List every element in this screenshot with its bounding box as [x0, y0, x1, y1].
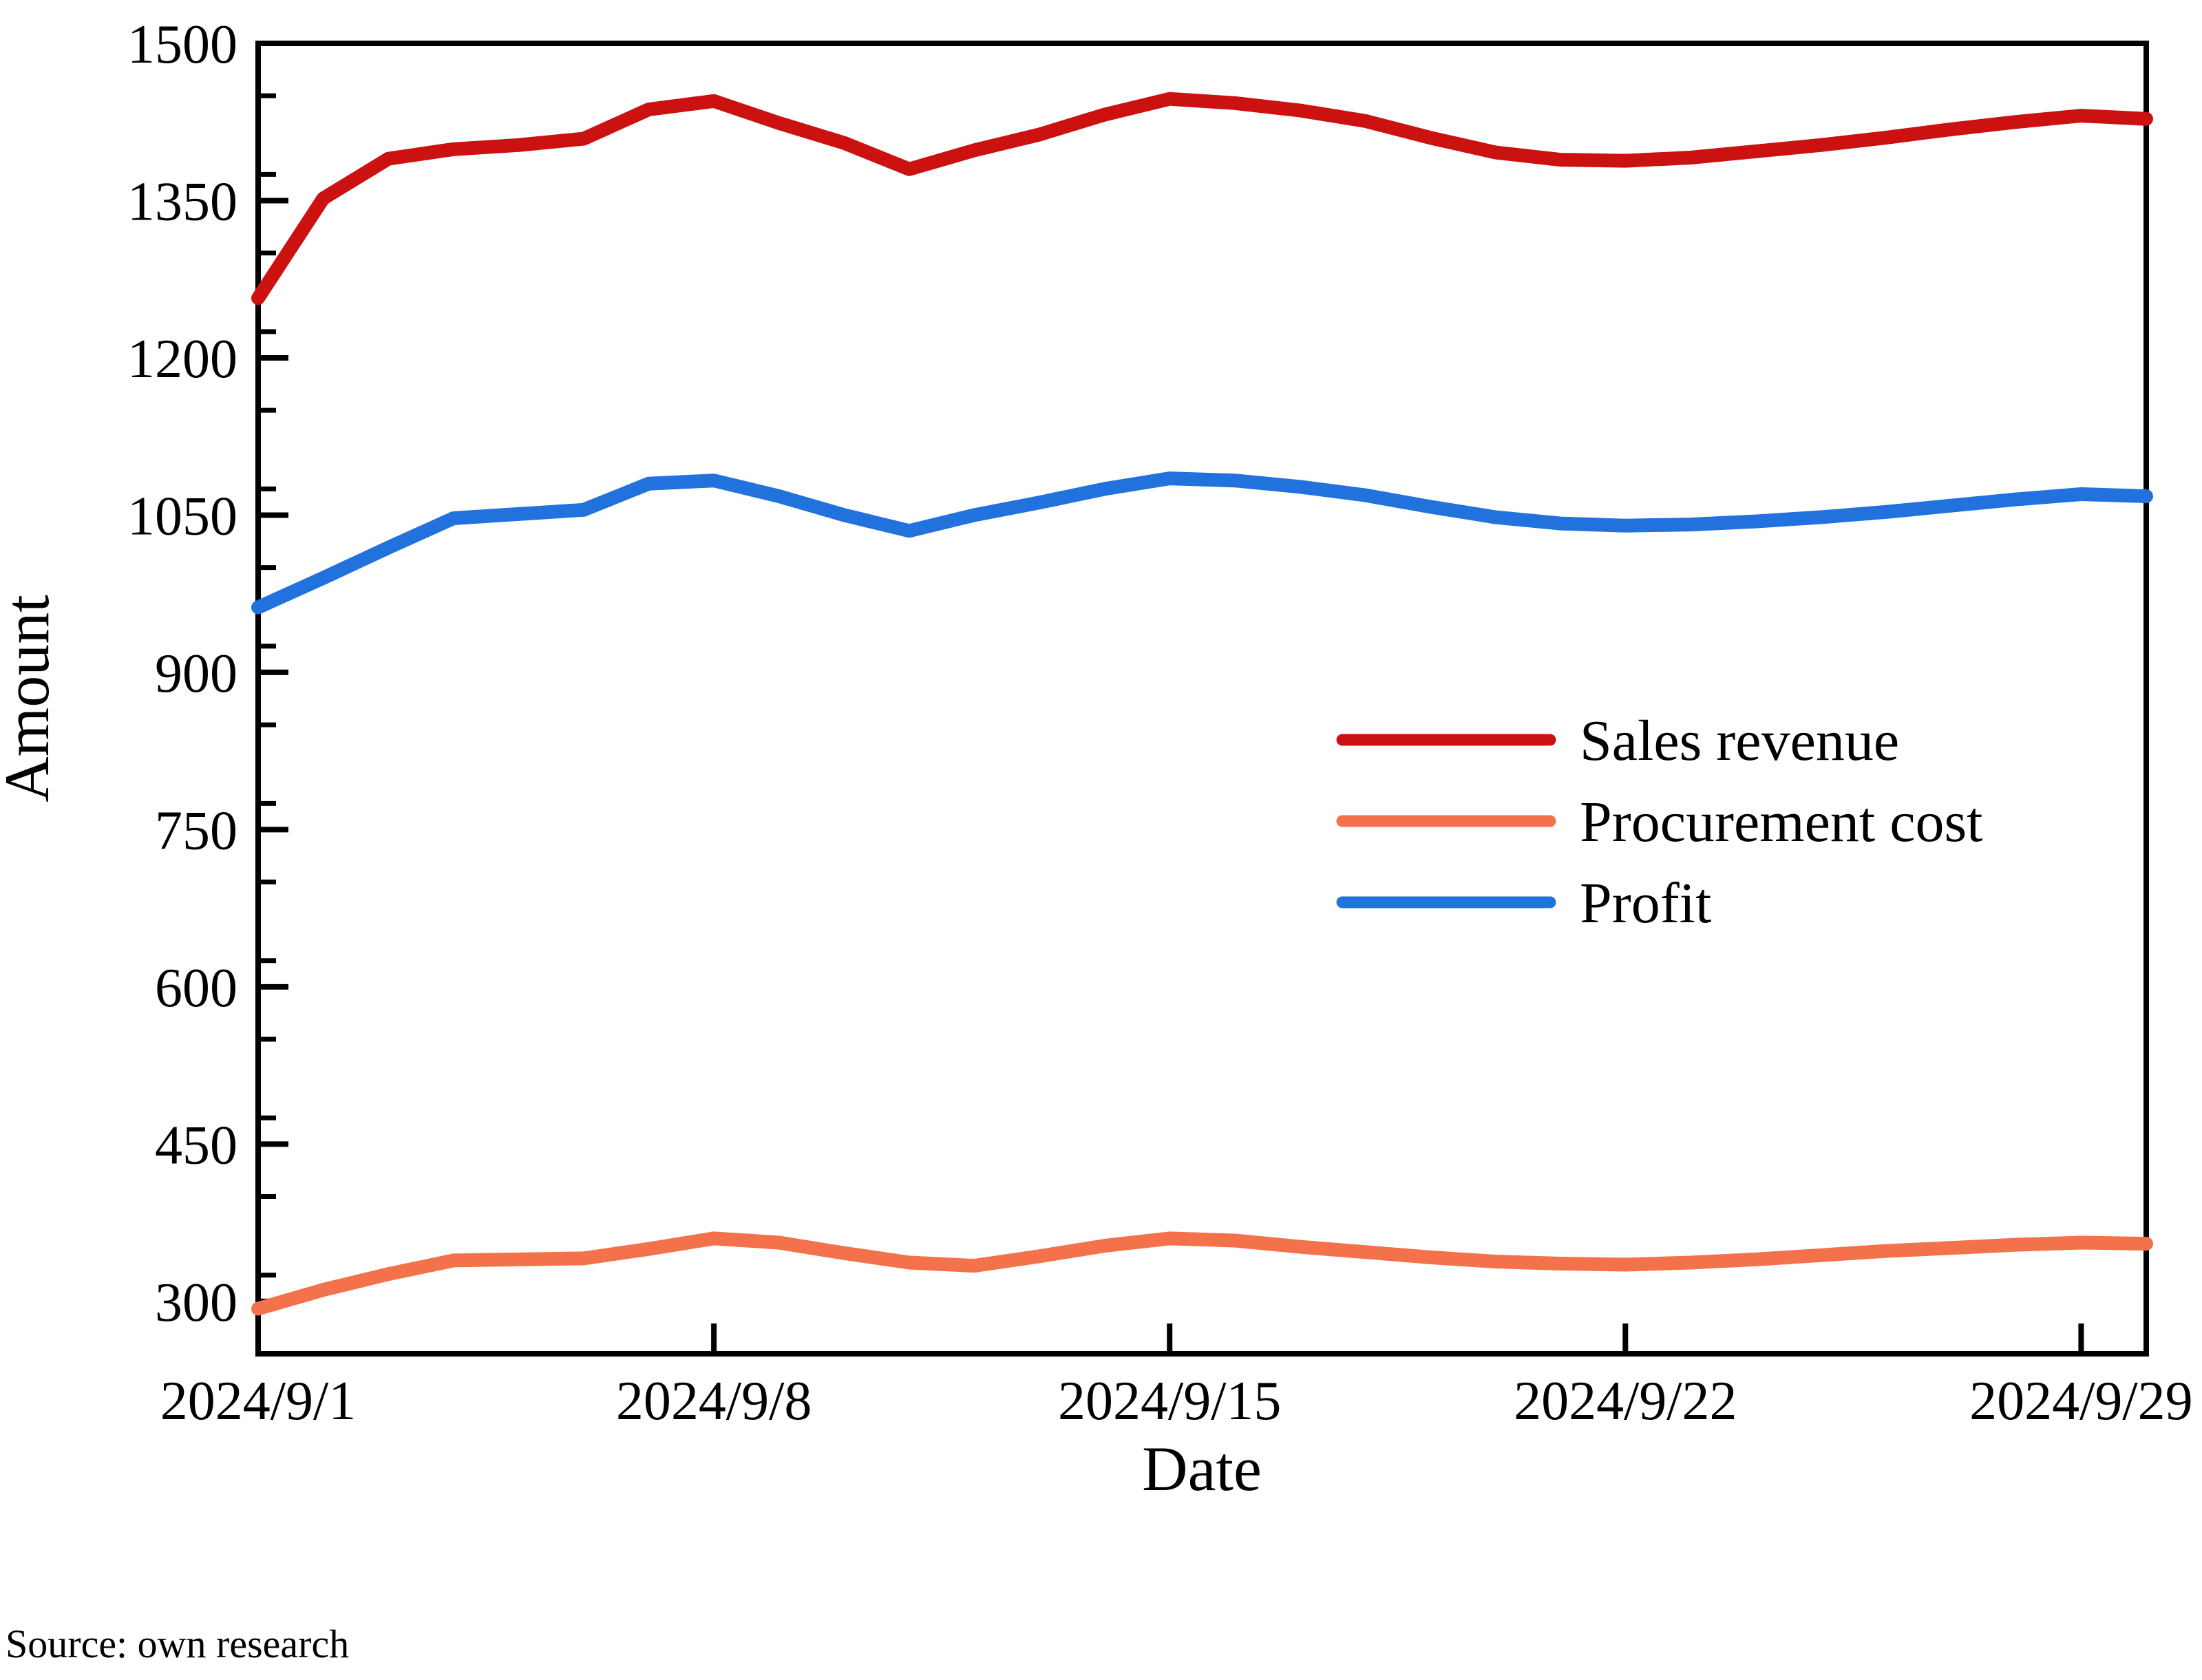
series-line-sales-revenue: [251, 92, 2153, 306]
x-tick-label: 2024/9/1: [160, 1371, 356, 1432]
legend-label: Procurement cost: [1580, 790, 1983, 854]
y-tick-label: 1500: [127, 14, 237, 75]
y-tick-label: 300: [155, 1273, 237, 1333]
y-tick-label: 1200: [127, 329, 237, 390]
series-line-profit: [251, 471, 2153, 615]
y-axis-ticks: 300 450 600 750 900 1050 1200 1350 1500: [127, 14, 288, 1333]
x-axis-title: Date: [1142, 1434, 1262, 1504]
x-tick-label: 2024/9/15: [1058, 1371, 1281, 1432]
x-tick-label: 2024/9/22: [1514, 1371, 1737, 1432]
x-axis-ticks: 2024/9/1 2024/9/8 2024/9/15 2024/9/22 2024/9…: [160, 1323, 2193, 1432]
y-axis-title: Amount: [0, 595, 62, 802]
x-tick-label: 2024/9/8: [616, 1371, 812, 1432]
legend-item-procurement-cost: Procurement cost: [1336, 790, 1983, 854]
legend-label: Sales revenue: [1580, 709, 1899, 773]
y-tick-label: 1350: [127, 171, 237, 232]
legend-label: Profit: [1580, 871, 1711, 935]
legend-item-sales-revenue: Sales revenue: [1336, 709, 1899, 773]
y-tick-label: 450: [155, 1115, 237, 1176]
y-tick-label: 900: [155, 644, 237, 704]
source-note: Source: own research: [6, 1621, 349, 1666]
x-tick-label: 2024/9/29: [1969, 1371, 2192, 1432]
y-tick-label: 600: [155, 958, 237, 1019]
series-lines: [251, 92, 2153, 1316]
y-tick-label: 1050: [127, 486, 237, 546]
legend-item-profit: Profit: [1336, 871, 1711, 935]
series-line-procurement-cost: [251, 1231, 2153, 1316]
y-tick-label: 750: [155, 800, 237, 861]
plot-frame: [255, 41, 2149, 1357]
legend: Sales revenue Procurement cost Profit: [1336, 709, 1983, 935]
